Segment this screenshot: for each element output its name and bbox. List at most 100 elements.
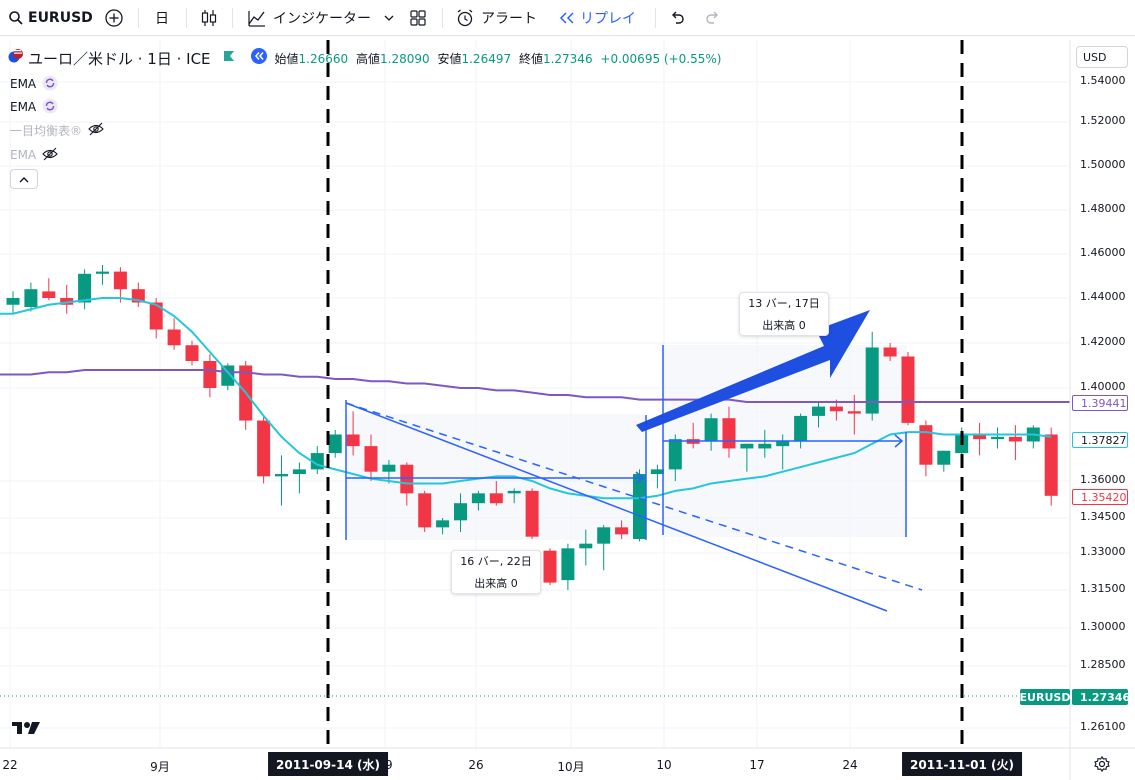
redo-icon bbox=[704, 10, 722, 26]
grid-icon bbox=[409, 9, 427, 27]
candle bbox=[543, 548, 557, 586]
time-axis-label: 9月 bbox=[150, 760, 170, 774]
candle bbox=[1044, 427, 1058, 506]
indicator-ema-2[interactable]: EMA bbox=[10, 98, 58, 116]
symbol-search-button[interactable]: EURUSD bbox=[8, 0, 93, 36]
candle bbox=[185, 340, 199, 366]
trend-line-lower bbox=[345, 402, 888, 612]
high-label: 高値 bbox=[356, 51, 381, 66]
indicator-ichimoku[interactable]: 一目均衡表® bbox=[10, 121, 104, 139]
candle bbox=[454, 493, 467, 532]
indicators-button[interactable]: インジケーター bbox=[247, 0, 371, 36]
price-axis-label: 1.34500 bbox=[1080, 510, 1126, 523]
interval-button[interactable]: 日 bbox=[155, 11, 169, 27]
time-axis-label: 10 bbox=[656, 758, 672, 772]
candle-body bbox=[901, 356, 915, 423]
candle-body bbox=[149, 302, 163, 330]
candle-body bbox=[919, 425, 933, 465]
currency-flag-icon bbox=[8, 48, 24, 68]
replay-mode-icon[interactable] bbox=[250, 48, 267, 68]
price-chart[interactable] bbox=[0, 40, 1135, 780]
date-range-left-info[interactable]: 16 バー, 22日 出来高 0 bbox=[451, 550, 541, 594]
candlestick-icon bbox=[200, 8, 218, 28]
time-axis-label: 24 bbox=[842, 758, 858, 772]
date-range-volume-label: 出来高 0 bbox=[474, 577, 518, 590]
candle bbox=[364, 434, 378, 481]
symbol-title[interactable]: ユーロ／米ドル · 1日 · ICE bbox=[28, 49, 211, 68]
high-value: 1.28090 bbox=[380, 51, 430, 66]
candle bbox=[812, 401, 825, 428]
date-range-bars-label: 13 バー, 17日 bbox=[748, 297, 820, 310]
candle-body bbox=[60, 298, 74, 305]
candle bbox=[597, 525, 611, 571]
indicator-label: EMA bbox=[10, 77, 37, 91]
candle bbox=[507, 488, 521, 504]
candle bbox=[704, 413, 718, 451]
price-axis-label: 1.44000 bbox=[1080, 290, 1126, 303]
date-range-right-info[interactable]: 13 バー, 17日 出来高 0 bbox=[739, 292, 829, 336]
indicator-ema-1[interactable]: EMA bbox=[10, 75, 58, 93]
tradingview-logo[interactable] bbox=[10, 718, 44, 742]
legend-collapse-button[interactable] bbox=[10, 169, 38, 189]
eye-off-icon[interactable] bbox=[88, 122, 104, 139]
eye-off-icon[interactable] bbox=[42, 147, 58, 164]
candle-body bbox=[471, 493, 485, 504]
candle-body bbox=[167, 329, 181, 346]
alarm-clock-icon bbox=[455, 8, 475, 28]
price-axis-label: 1.50000 bbox=[1080, 158, 1126, 171]
candle-body bbox=[829, 406, 843, 412]
candle-body bbox=[454, 503, 467, 521]
settings-gear-icon[interactable] bbox=[1094, 756, 1110, 776]
undo-button[interactable] bbox=[668, 0, 686, 36]
candle bbox=[131, 282, 145, 307]
candle-body bbox=[382, 464, 396, 472]
redo-button[interactable] bbox=[704, 0, 722, 36]
candle-body bbox=[633, 474, 646, 539]
candle-body bbox=[668, 439, 682, 470]
candle bbox=[579, 529, 593, 566]
price-axis-label: 1.36000 bbox=[1080, 473, 1126, 486]
add-circle-icon bbox=[104, 8, 124, 28]
undo-icon bbox=[668, 10, 686, 26]
toolbar-divider bbox=[232, 8, 233, 28]
candle bbox=[471, 490, 485, 511]
symbol-label: EURUSD bbox=[28, 10, 93, 26]
candle-body bbox=[275, 474, 288, 477]
candle-body bbox=[704, 418, 718, 442]
candle-body bbox=[203, 361, 217, 388]
candle-body bbox=[883, 347, 897, 357]
candle-body bbox=[113, 271, 127, 290]
compare-symbol-button[interactable] bbox=[104, 0, 124, 36]
candle bbox=[1008, 425, 1022, 461]
currency-selector[interactable]: USD bbox=[1076, 46, 1128, 68]
candle bbox=[919, 420, 933, 477]
candle-body bbox=[561, 548, 575, 581]
replay-button[interactable]: リプレイ bbox=[558, 0, 636, 36]
price-axis-label: 1.46000 bbox=[1080, 246, 1126, 259]
candle bbox=[865, 331, 879, 421]
chevron-down-icon bbox=[383, 12, 395, 24]
indicators-label: インジケーター bbox=[273, 11, 371, 27]
candle-body bbox=[418, 493, 432, 528]
symbol-price-tag: EURUSD bbox=[1019, 689, 1071, 705]
candle bbox=[937, 450, 951, 472]
time-highlight-end: 2011-11-01 (火) bbox=[902, 752, 1022, 776]
chart-type-button[interactable] bbox=[200, 0, 218, 36]
candle bbox=[561, 543, 575, 590]
price-axis-label: 1.40000 bbox=[1080, 380, 1126, 393]
candle-body bbox=[78, 273, 92, 303]
time-axis-label: 17 bbox=[749, 758, 765, 772]
market-status-icon bbox=[223, 50, 235, 66]
candle-body bbox=[1044, 434, 1058, 496]
indicator-ema-3[interactable]: EMA bbox=[10, 146, 58, 164]
candle bbox=[42, 278, 56, 301]
alert-button[interactable]: アラート bbox=[455, 0, 537, 36]
candle bbox=[740, 443, 754, 472]
indicators-dropdown[interactable] bbox=[383, 0, 395, 36]
price-axis-label: 1.33000 bbox=[1080, 545, 1126, 558]
layout-templates-button[interactable] bbox=[409, 0, 427, 36]
price-axis-label: 1.31500 bbox=[1080, 582, 1126, 595]
candle bbox=[346, 411, 360, 456]
indicator-label: EMA bbox=[10, 148, 37, 162]
